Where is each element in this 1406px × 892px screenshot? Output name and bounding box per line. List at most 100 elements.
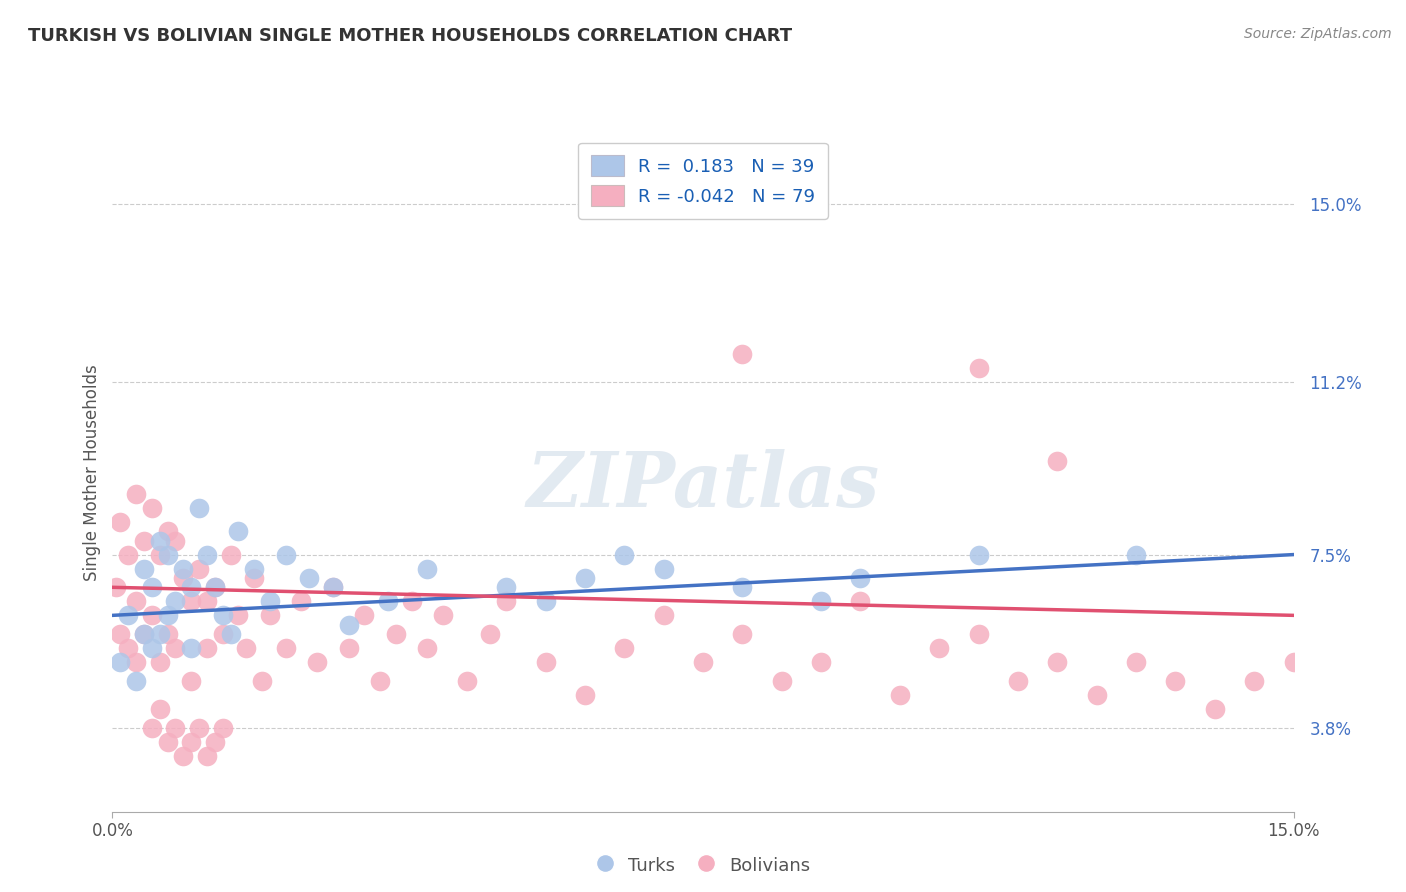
Point [195,748,218,763]
Point [125,673,148,688]
Point [132,627,155,641]
Point [117,608,139,623]
Point [156,608,179,623]
Point [574,688,596,702]
Point [259,608,281,623]
Point [1085,688,1108,702]
Point [810,594,832,608]
Point [1164,673,1187,688]
Point [110,515,132,529]
Point [1046,454,1069,468]
Legend: Turks, Bolivians: Turks, Bolivians [586,847,820,884]
Point [149,655,172,669]
Point [290,594,312,608]
Point [132,627,155,641]
Point [731,346,754,360]
Point [692,655,714,669]
Point [195,548,218,562]
Point [731,627,754,641]
Point [613,641,636,656]
Point [211,627,233,641]
Point [322,580,344,594]
Point [141,500,163,515]
Point [149,533,172,548]
Point [613,548,636,562]
Point [188,500,211,515]
Point [211,721,233,735]
Y-axis label: Single Mother Households: Single Mother Households [83,365,101,581]
Point [274,548,297,562]
Point [156,627,179,641]
Point [110,655,132,669]
Text: Source: ZipAtlas.com: Source: ZipAtlas.com [1244,27,1392,41]
Point [105,580,128,594]
Point [228,524,250,539]
Point [534,655,557,669]
Point [337,617,360,632]
Point [495,594,517,608]
Point [235,641,257,656]
Point [534,594,557,608]
Point [810,655,832,669]
Point [274,641,297,656]
Point [479,627,502,641]
Point [1243,673,1265,688]
Point [156,524,179,539]
Point [204,734,226,748]
Point [195,594,218,608]
Point [132,533,155,548]
Point [211,608,233,623]
Point [172,561,194,575]
Point [141,641,163,656]
Point [156,734,179,748]
Point [188,721,211,735]
Point [368,673,391,688]
Point [172,571,194,585]
Point [250,673,273,688]
Point [456,673,478,688]
Point [243,571,266,585]
Point [928,641,950,656]
Point [204,580,226,594]
Point [889,688,911,702]
Point [416,561,439,575]
Point [243,561,266,575]
Point [149,702,172,716]
Point [495,580,517,594]
Point [652,561,675,575]
Point [180,594,202,608]
Point [298,571,321,585]
Point [165,641,187,656]
Point [967,360,990,375]
Point [385,627,408,641]
Point [125,487,148,501]
Point [731,580,754,594]
Point [967,627,990,641]
Point [180,734,202,748]
Point [141,608,163,623]
Point [401,594,423,608]
Point [1282,655,1305,669]
Point [1125,548,1147,562]
Point [188,561,211,575]
Point [967,548,990,562]
Point [172,748,194,763]
Point [652,608,675,623]
Point [117,641,139,656]
Point [259,594,281,608]
Point [1046,655,1069,669]
Point [165,533,187,548]
Point [219,627,242,641]
Point [353,608,375,623]
Point [1125,655,1147,669]
Point [110,627,132,641]
Point [117,548,139,562]
Point [307,655,329,669]
Point [156,548,179,562]
Point [377,594,399,608]
Point [141,721,163,735]
Point [204,580,226,594]
Point [1007,673,1029,688]
Point [180,580,202,594]
Text: ZIPatlas: ZIPatlas [526,450,880,524]
